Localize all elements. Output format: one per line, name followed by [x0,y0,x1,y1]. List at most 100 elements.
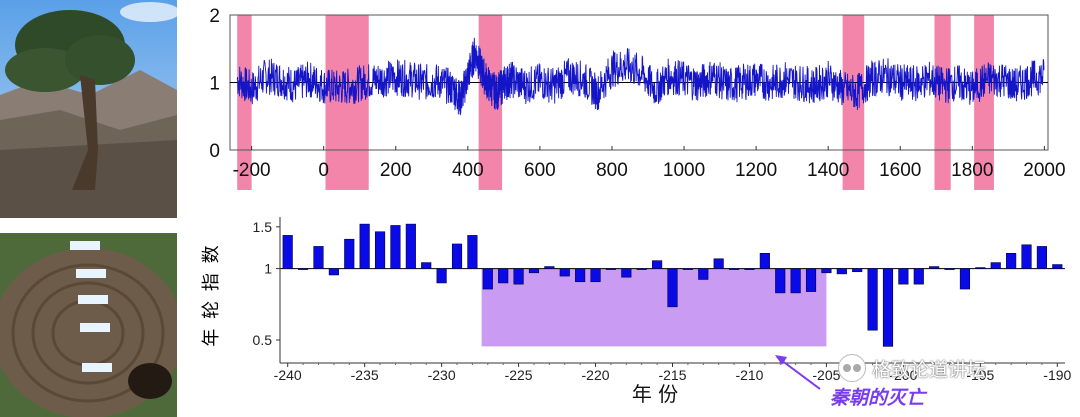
bar-year--196 [959,268,971,290]
bar-year--227 [482,268,493,290]
y-tick-label: 1.5 [253,219,273,235]
x-tick-label: 2000 [1023,160,1065,181]
qin-dynasty-ring-index-bar-chart: -240 -235 -230 -225 -220 -215 -210 -205 -200 -195… [201,217,1072,409]
x-tick-label: 0 [318,160,329,181]
bar-year--190 [1052,264,1063,269]
ring-index-series [236,37,1045,116]
bar-year--237 [328,268,339,276]
bar-year--240 [282,235,293,269]
bar-year--213 [698,268,709,280]
y-tick-label: 1 [209,74,220,95]
bars [282,223,1063,347]
bar-year--210 [744,268,755,270]
bar-year--230 [436,268,447,284]
highlight-band-4 [934,15,951,190]
bar-year--200 [898,268,909,285]
bar-year--214 [682,268,693,270]
bar-year--219 [605,268,617,270]
bar-year--197 [944,268,955,270]
bar-year--207 [790,268,801,294]
x-tick-label: -210 [735,367,763,383]
x-tick-label: 1000 [663,160,705,181]
qin-fall-annotation: 秦朝的灭亡 [830,387,928,409]
bar-year--191 [1036,246,1047,269]
bar-year--220 [590,268,601,283]
bar-year--212 [713,258,724,269]
bar-year--215 [667,268,678,308]
bar-year--206 [805,268,817,292]
x-tick-label: -240 [274,367,302,383]
highlight-band-0 [237,15,252,190]
y-axis-ticks: 0 1 2 [209,6,220,162]
bar-year--199 [913,268,924,285]
bar-year--221 [575,268,586,283]
bar-year--235 [359,223,370,269]
y-tick-label: 0.5 [253,332,273,348]
bar-year--228 [467,235,478,269]
y-tick-label: 1 [264,261,272,277]
tree-ring-index-timeseries-chart: -200 0 200 400 600 800 1000 1200 1400 1600 1800 200… [209,6,1065,190]
bar-year--216 [652,260,663,269]
bar-year--194 [990,262,1001,269]
bar-year--239 [298,268,309,270]
bar-year--226 [498,268,509,284]
x-tick-label: -200 [889,367,917,383]
x-axis-label: 年 份 [632,382,678,406]
bar-year--203 [852,268,863,273]
highlight-bands [237,15,994,190]
highlight-band-2 [478,15,503,190]
bar-year--232 [405,223,416,269]
bar-year--198 [929,266,940,269]
bar-year--225 [513,268,524,285]
x-tick-label: 1400 [807,160,849,181]
bar-year--224 [528,268,540,274]
bar-year--223 [544,266,555,269]
y-axis-ticks: 0.5 1 1.5 [253,219,280,348]
bar-year--204 [836,268,847,275]
bar-year--192 [1021,244,1032,269]
y-tick-label: 0 [209,141,220,162]
bar-year--238 [313,246,324,269]
bar-year--234 [374,231,386,269]
x-tick-label: 1200 [735,160,777,181]
bar-year--229 [451,243,463,269]
x-tick-label: 1600 [879,160,921,181]
bar-year--205 [821,268,832,274]
bar-year--218 [621,268,632,278]
x-tick-label: 800 [596,160,628,181]
bar-year--217 [636,268,647,270]
bar-year--202 [867,268,878,331]
x-tick-label: -220 [582,367,610,383]
highlight-band-5 [974,15,994,190]
x-tick-label: -205 [812,367,840,383]
x-tick-label: -225 [505,367,533,383]
watermark: 格致论道讲坛 [838,354,986,382]
y-tick-label: 2 [209,6,220,27]
bar-year--193 [1006,253,1017,269]
x-tick-label: -190 [1043,367,1071,383]
bar-year--233 [390,225,401,269]
x-tick-label: -235 [351,367,379,383]
juniper-tree-photo [0,0,177,218]
bar-year--211 [728,268,740,270]
bar-year--209 [759,253,770,269]
annotation-arrow [775,355,821,390]
x-tick-label: 200 [380,160,412,181]
x-tick-label: 600 [524,160,556,181]
tree-stump-photo [0,233,177,417]
x-tick-label: 1800 [951,160,993,181]
x-axis-ticks: -200 0 200 400 600 800 1000 1200 1400 1600 1800 200… [233,146,1065,181]
x-tick-label: -230 [428,367,456,383]
x-tick-label: -195 [966,367,994,383]
bar-year--236 [344,238,355,269]
bar-year--201 [882,268,894,347]
bar-year--208 [775,268,786,294]
x-tick-label: 400 [452,160,484,181]
bar-year--222 [559,268,570,277]
bar-year--231 [421,262,432,269]
bar-year--195 [975,267,986,269]
watermark-text: 格致论道讲坛 [872,358,987,381]
x-tick-label: -200 [233,160,271,181]
shaded-region [481,268,827,347]
chat-icon [838,354,866,382]
